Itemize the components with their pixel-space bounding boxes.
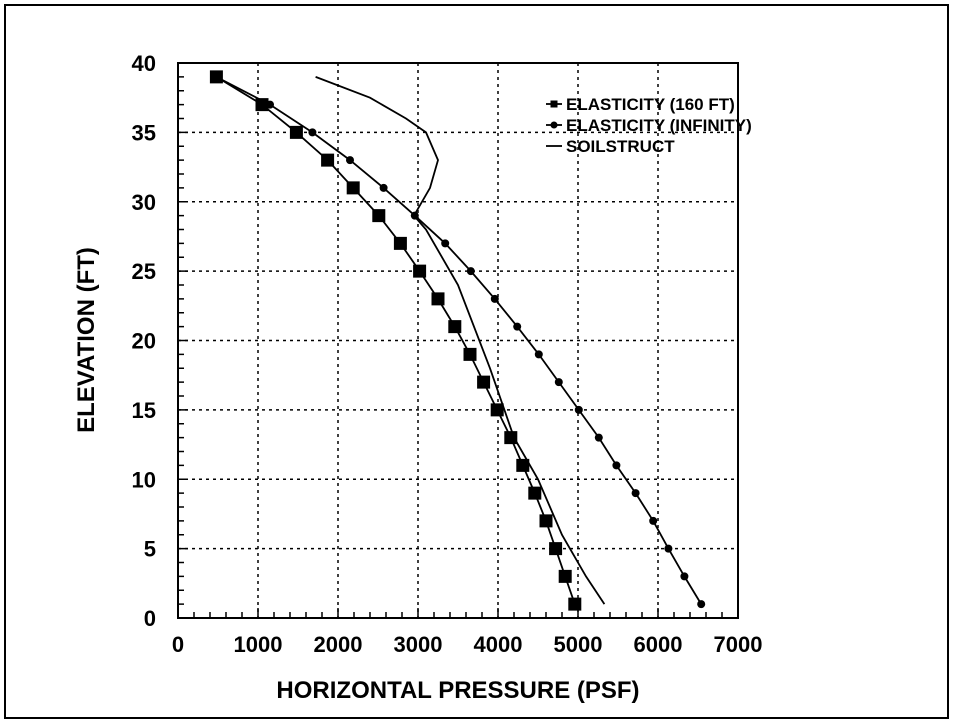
data-point [631,489,640,498]
y-tick-label: 15 [132,398,156,423]
data-point [448,320,462,334]
data-point [534,350,543,359]
data-point [539,514,553,528]
data-point [594,433,603,442]
data-point [513,322,522,331]
grid [178,63,738,618]
series-2 [212,72,706,609]
data-point [550,100,558,108]
series-line [315,76,606,605]
y-tick-label: 35 [132,120,156,145]
legend-item: ELASTICITY (160 FT) [546,95,735,114]
data-point [516,458,530,472]
data-point [490,403,504,417]
series-line [215,76,702,605]
x-axis-label: HORIZONTAL PRESSURE (PSF) [276,677,639,704]
tick-marks [177,62,739,619]
data-point [612,461,621,470]
y-tick-labels: 0 5 10 15 20 25 30 35 40 [132,51,156,631]
data-point [346,181,360,195]
data-point [372,209,386,223]
y-tick-label: 25 [132,259,156,284]
data-point [212,72,221,81]
data-point [549,542,563,556]
data-point [504,431,518,445]
data-point [431,292,445,306]
data-point [528,486,542,500]
y-tick-label: 30 [132,190,156,215]
y-tick-label: 40 [132,51,156,76]
data-point [680,572,689,581]
legend-label: ELASTICITY (160 FT) [566,95,735,114]
data-point [697,600,706,609]
data-point [477,375,491,389]
data-point [289,125,303,139]
x-tick-label: 1000 [234,632,283,657]
data-point [393,236,407,250]
series-1 [209,70,582,611]
x-tick-label: 3000 [394,632,443,657]
data-point [308,128,317,137]
data-point [568,597,582,611]
legend-item: SOILSTRUCT [546,137,675,156]
data-point [441,239,450,248]
legend-label: ELASTICITY (INFINITY) [566,116,752,135]
data-point [413,264,427,278]
data-point [649,516,658,525]
y-tick-label: 0 [144,606,156,631]
chart: 0 1000 2000 3000 4000 5000 6000 7000 0 5 10 15 20 25… [73,51,763,704]
x-tick-label: 4000 [474,632,523,657]
x-tick-label: 2000 [314,632,363,657]
data-point [346,156,354,165]
x-tick-label: 7000 [714,632,763,657]
x-tick-label: 5000 [554,632,603,657]
data-point [266,100,274,109]
data-point [466,267,475,276]
x-tick-label: 6000 [634,632,683,657]
y-tick-label: 5 [144,537,156,562]
legend-label: SOILSTRUCT [566,137,675,156]
data-point [574,405,583,414]
figure-frame: 0 1000 2000 3000 4000 5000 6000 7000 0 5 10 15 20 25… [4,4,949,719]
data-point [321,153,335,167]
data-point [463,347,477,361]
legend: ELASTICITY (160 FT) ELASTICITY (INFINITY)… [546,95,752,156]
data-point [664,544,673,553]
data-point [490,294,499,303]
data-point [558,569,572,583]
data-point [554,378,563,387]
legend-item: ELASTICITY (INFINITY) [546,116,752,135]
y-tick-label: 10 [132,467,156,492]
data-point [550,121,558,129]
data-point [379,183,388,192]
x-tick-labels: 0 1000 2000 3000 4000 5000 6000 7000 [172,632,763,657]
x-tick-label: 0 [172,632,184,657]
series-3 [315,76,606,605]
series-layer [209,70,706,611]
y-tick-label: 20 [132,329,156,354]
y-axis-label: ELEVATION (FT) [73,247,100,433]
